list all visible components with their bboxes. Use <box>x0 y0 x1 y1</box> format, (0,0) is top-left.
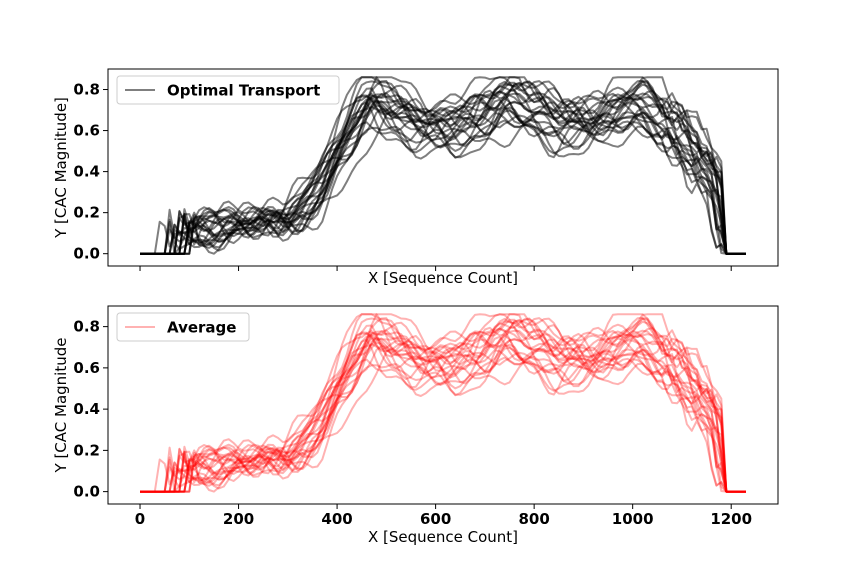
series-line-18 <box>140 313 746 493</box>
x-tick-label: 800 <box>518 510 549 528</box>
y-tick-label: 0.6 <box>73 359 100 377</box>
x-tick-label: 1000 <box>612 510 654 528</box>
series-line-21 <box>140 80 746 255</box>
legend-label: Optimal Transport <box>167 82 320 100</box>
y-tick-label: 0.4 <box>73 400 100 418</box>
y-tick-label: 0.8 <box>73 318 100 336</box>
top-chart-panel: 0.0 0.2 0.4 0.6 0.8 X [Sequence Count] Y [CAC … <box>52 68 779 287</box>
x-tick-label: 200 <box>223 510 254 528</box>
series-line-24 <box>140 76 746 255</box>
series-line-10 <box>140 313 746 493</box>
series-line-2 <box>140 337 746 493</box>
bottom-chart-panel: 0 200 400 600 800 1000 1200 0.0 0.2 0.4 0.6 0.8 X [S… <box>52 305 779 546</box>
x-axis-label: X [Sequence Count] <box>368 269 518 287</box>
x-tick-label: 400 <box>321 510 352 528</box>
y-tick-label: 0.2 <box>73 204 100 222</box>
series-line-9 <box>140 342 746 493</box>
y-tick-label: 0.0 <box>73 483 100 501</box>
y-tick-label: 0.6 <box>73 122 100 140</box>
series-line-17 <box>140 327 746 493</box>
y-axis-label: Y [CAC Magnitude] <box>52 97 70 239</box>
series-line-7 <box>140 337 746 493</box>
series-line-15 <box>140 324 746 493</box>
series-line-11 <box>140 335 746 493</box>
series-line-13 <box>140 329 746 493</box>
series-line-22 <box>140 337 746 493</box>
series-line-20 <box>140 327 746 493</box>
series-line-23 <box>140 76 746 255</box>
series-line-12 <box>140 318 746 493</box>
axes-frame <box>107 68 779 267</box>
series-line-5 <box>140 349 746 493</box>
series-line-19 <box>140 354 746 493</box>
axes-frame <box>107 305 779 505</box>
series-line-14 <box>140 316 746 493</box>
series-line-8 <box>140 313 746 493</box>
series-line-6 <box>140 319 746 493</box>
y-axis-label: Y [CAC Magnitude <box>52 338 70 474</box>
legend-box <box>116 312 250 342</box>
y-tick-label: 0.4 <box>73 163 100 181</box>
x-axis-label: X [Sequence Count] <box>368 528 518 546</box>
x-tick-label: 0 <box>135 510 145 528</box>
legend-box <box>116 75 340 105</box>
series-line-16 <box>140 317 746 493</box>
series-lines <box>140 76 746 255</box>
series-line-23 <box>140 313 746 493</box>
series-line-24 <box>140 313 746 493</box>
series-line-21 <box>140 317 746 493</box>
series-line-19 <box>140 117 746 255</box>
x-tick-label: 1200 <box>710 510 752 528</box>
series-line-4 <box>140 328 746 493</box>
y-tick-label: 0.0 <box>73 245 100 263</box>
y-tick-label: 0.2 <box>73 441 100 459</box>
y-tick-label: 0.8 <box>73 81 100 99</box>
series-line-3 <box>140 331 746 493</box>
legend-label: Average <box>167 319 236 337</box>
series-lines <box>140 313 746 493</box>
x-tick-label: 600 <box>420 510 451 528</box>
series-line-1 <box>140 347 746 493</box>
